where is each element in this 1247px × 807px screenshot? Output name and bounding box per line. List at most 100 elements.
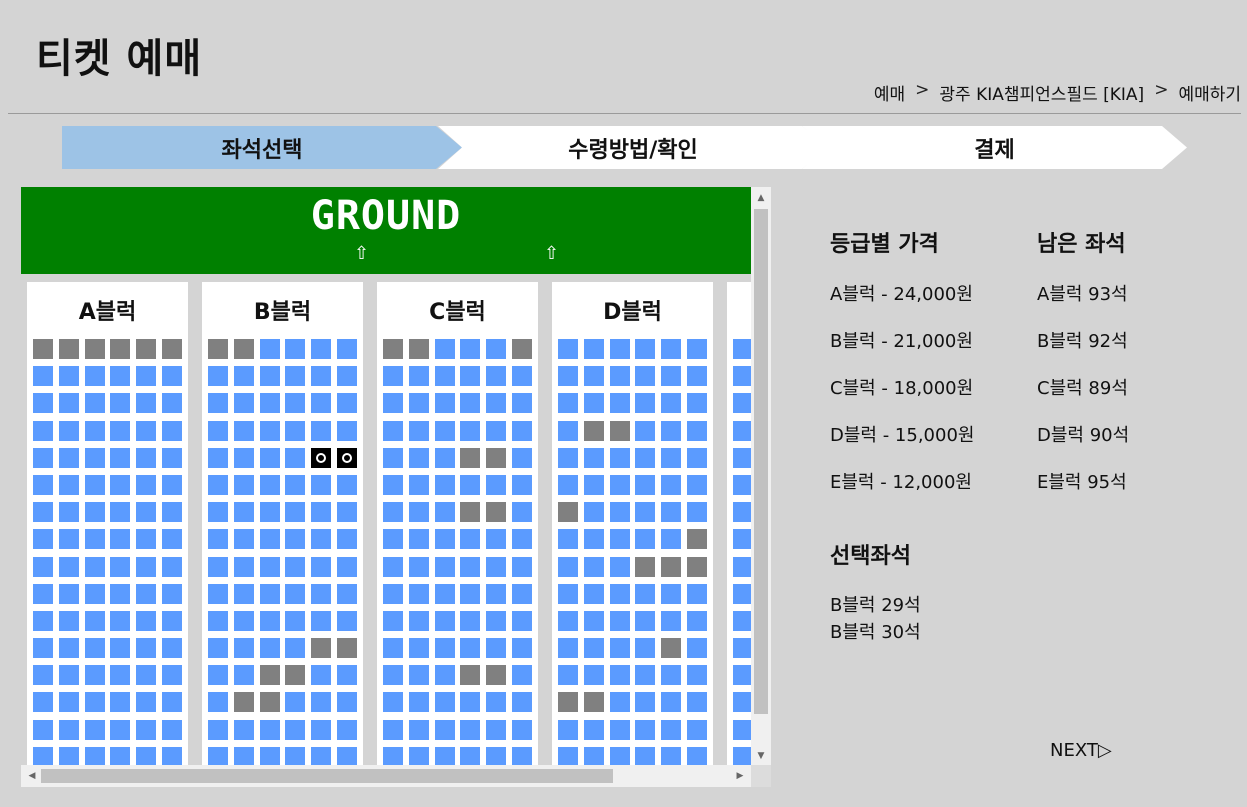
seat-available[interactable] (733, 610, 751, 631)
seat-available[interactable] (233, 366, 254, 387)
seat-available[interactable] (558, 339, 578, 359)
seat-available[interactable] (161, 502, 182, 523)
seat-available[interactable] (558, 420, 578, 441)
seat-available[interactable] (609, 556, 630, 577)
seat-available[interactable] (259, 339, 280, 359)
seat-available[interactable] (161, 692, 182, 713)
seat-available[interactable] (383, 583, 403, 604)
seat-available[interactable] (311, 746, 332, 765)
seat-available[interactable] (408, 638, 429, 659)
seat-available[interactable] (686, 339, 707, 359)
seat-available[interactable] (259, 474, 280, 495)
seat-available[interactable] (511, 393, 532, 414)
seat-available[interactable] (336, 366, 357, 387)
seat-available[interactable] (110, 556, 131, 577)
vertical-scrollbar[interactable]: ▲ ▼ (751, 187, 771, 765)
seat-available[interactable] (635, 583, 656, 604)
seat-available[interactable] (259, 583, 280, 604)
seat-taken[interactable] (233, 692, 254, 713)
seat-available[interactable] (311, 393, 332, 414)
seat-available[interactable] (486, 583, 507, 604)
seat-available[interactable] (486, 339, 507, 359)
seat-available[interactable] (511, 610, 532, 631)
seat-available[interactable] (285, 746, 306, 765)
breadcrumb-item[interactable]: 예매 (873, 85, 906, 105)
seat-available[interactable] (233, 665, 254, 686)
seat-available[interactable] (58, 746, 79, 765)
seat-available[interactable] (558, 556, 578, 577)
seat-available[interactable] (208, 366, 228, 387)
seat-available[interactable] (686, 692, 707, 713)
seat-available[interactable] (460, 420, 481, 441)
seat-available[interactable] (609, 719, 630, 740)
seat-available[interactable] (408, 529, 429, 550)
seat-available[interactable] (635, 665, 656, 686)
seat-available[interactable] (733, 719, 751, 740)
seat-available[interactable] (558, 719, 578, 740)
seat-available[interactable] (58, 583, 79, 604)
seat-available[interactable] (233, 474, 254, 495)
seat-available[interactable] (136, 665, 157, 686)
seat-available[interactable] (58, 366, 79, 387)
seat-available[interactable] (136, 692, 157, 713)
seat-available[interactable] (686, 719, 707, 740)
seat-available[interactable] (336, 393, 357, 414)
seat-available[interactable] (208, 692, 228, 713)
seat-available[interactable] (486, 638, 507, 659)
seat-available[interactable] (259, 502, 280, 523)
seat-available[interactable] (161, 393, 182, 414)
seat-available[interactable] (686, 746, 707, 765)
seat-available[interactable] (383, 447, 403, 468)
seat-available[interactable] (233, 610, 254, 631)
seat-available[interactable] (486, 393, 507, 414)
scroll-left-icon[interactable]: ◀ (28, 771, 36, 781)
seat-available[interactable] (460, 719, 481, 740)
seat-available[interactable] (460, 529, 481, 550)
seat-taken[interactable] (460, 665, 481, 686)
seat-available[interactable] (635, 719, 656, 740)
seat-available[interactable] (733, 474, 751, 495)
seat-available[interactable] (635, 474, 656, 495)
seat-available[interactable] (460, 474, 481, 495)
seat-available[interactable] (733, 420, 751, 441)
seat-available[interactable] (110, 366, 131, 387)
seat-taken[interactable] (661, 638, 682, 659)
seat-available[interactable] (558, 393, 578, 414)
seat-available[interactable] (558, 610, 578, 631)
seat-available[interactable] (84, 393, 105, 414)
seat-available[interactable] (609, 529, 630, 550)
seat-available[interactable] (161, 447, 182, 468)
seat-available[interactable] (311, 719, 332, 740)
seat-available[interactable] (84, 610, 105, 631)
seat-available[interactable] (408, 692, 429, 713)
seat-available[interactable] (635, 366, 656, 387)
seat-taken[interactable] (408, 339, 429, 359)
seat-available[interactable] (311, 692, 332, 713)
seat-available[interactable] (383, 719, 403, 740)
seat-available[interactable] (661, 366, 682, 387)
seat-available[interactable] (635, 610, 656, 631)
seat-available[interactable] (33, 638, 53, 659)
seat-selected[interactable] (311, 447, 332, 468)
seat-available[interactable] (58, 692, 79, 713)
seat-available[interactable] (661, 420, 682, 441)
seat-available[interactable] (136, 583, 157, 604)
seat-available[interactable] (511, 474, 532, 495)
seat-available[interactable] (285, 583, 306, 604)
seat-available[interactable] (58, 529, 79, 550)
seat-available[interactable] (383, 420, 403, 441)
seat-available[interactable] (383, 502, 403, 523)
seat-available[interactable] (161, 366, 182, 387)
seat-available[interactable] (33, 746, 53, 765)
seat-available[interactable] (486, 366, 507, 387)
seat-available[interactable] (733, 746, 751, 765)
seat-available[interactable] (208, 746, 228, 765)
seat-available[interactable] (84, 447, 105, 468)
seat-available[interactable] (733, 447, 751, 468)
seat-available[interactable] (511, 719, 532, 740)
seat-available[interactable] (661, 339, 682, 359)
seat-available[interactable] (33, 447, 53, 468)
seat-available[interactable] (486, 529, 507, 550)
seat-available[interactable] (434, 665, 455, 686)
seat-available[interactable] (408, 719, 429, 740)
